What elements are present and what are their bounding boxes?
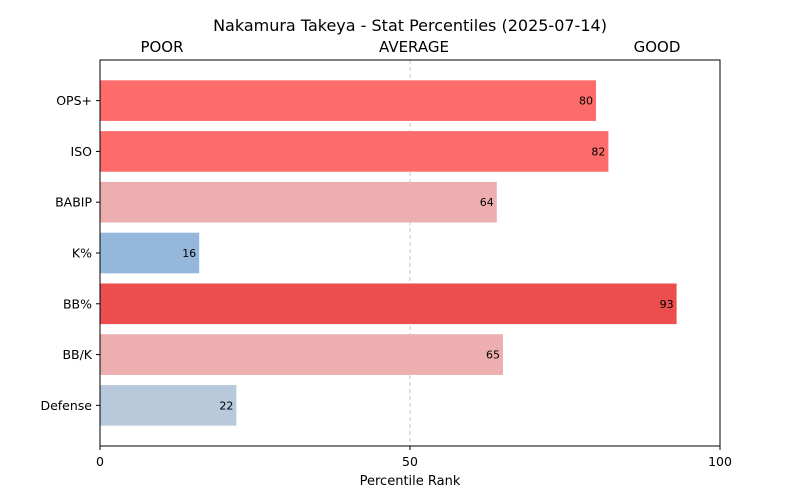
value-label: 16 bbox=[182, 247, 196, 260]
bar-iso bbox=[100, 131, 609, 172]
x-tick-label: 100 bbox=[708, 454, 732, 469]
value-label: 22 bbox=[219, 399, 233, 412]
value-label: 64 bbox=[480, 196, 494, 209]
y-tick-label: OPS+ bbox=[56, 93, 92, 108]
value-label: 93 bbox=[660, 298, 674, 311]
zone-label-good: GOOD bbox=[634, 38, 681, 56]
plot-area: 80 OPS+ 82 ISO 64 BABIP 16 K% 93 BB% 65 BB/K 22 Defen… bbox=[40, 59, 732, 469]
value-label: 80 bbox=[579, 95, 593, 108]
zone-label-average: AVERAGE bbox=[379, 38, 449, 56]
bar-babip bbox=[100, 181, 497, 223]
y-tick-label: Defense bbox=[40, 398, 92, 413]
y-tick-label: K% bbox=[72, 246, 92, 261]
x-tick-label: 50 bbox=[402, 454, 418, 469]
x-tick-label: 0 bbox=[96, 454, 104, 469]
x-axis-label: Percentile Rank bbox=[360, 474, 461, 489]
zone-labels: POOR AVERAGE GOOD bbox=[140, 38, 680, 56]
y-tick-label: BB% bbox=[63, 296, 92, 311]
y-tick-label: BABIP bbox=[55, 195, 92, 210]
bar-bb- bbox=[100, 283, 677, 325]
bar-ops- bbox=[100, 80, 596, 121]
y-tick-label: BB/K bbox=[62, 347, 92, 362]
bar-defense bbox=[100, 385, 237, 426]
zone-label-poor: POOR bbox=[140, 38, 183, 56]
value-label: 65 bbox=[486, 349, 500, 362]
chart-title: Nakamura Takeya - Stat Percentiles (2025… bbox=[213, 16, 607, 35]
bar-bb-k bbox=[100, 334, 503, 375]
bar-k- bbox=[100, 232, 200, 274]
y-tick-label: ISO bbox=[71, 144, 93, 159]
value-label: 82 bbox=[591, 145, 605, 158]
